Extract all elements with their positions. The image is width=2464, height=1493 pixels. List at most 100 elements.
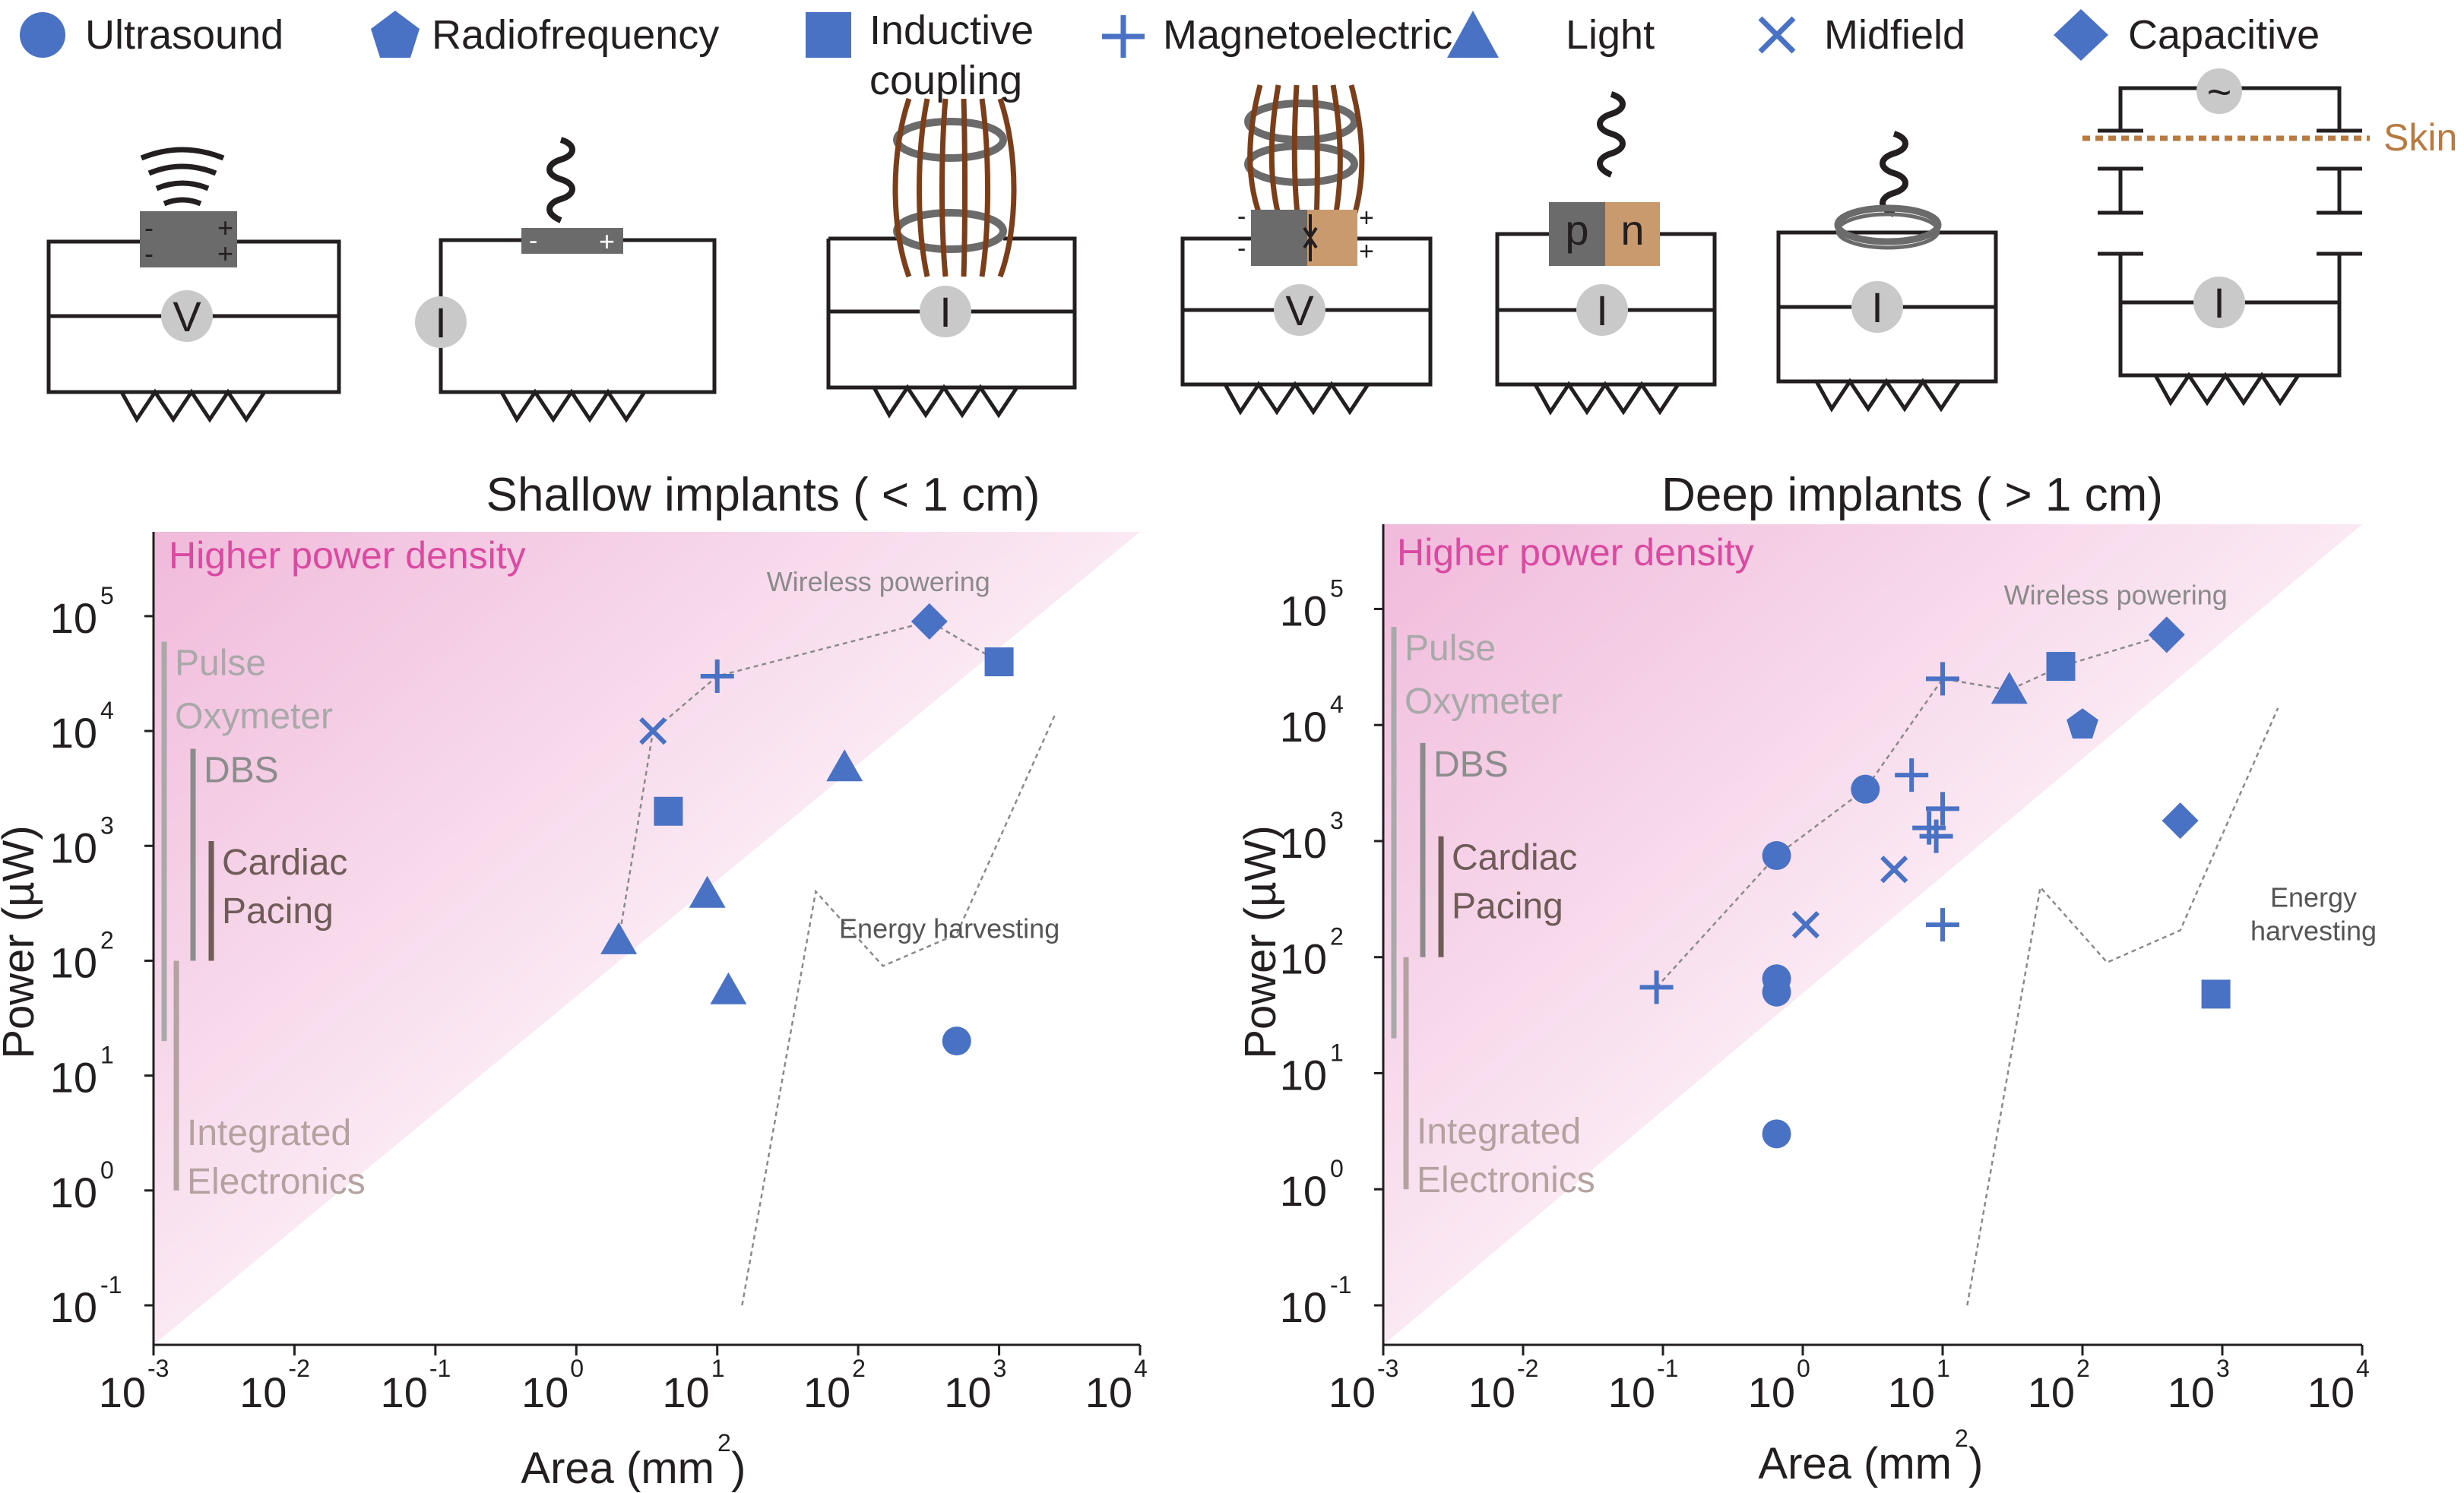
x-axis-label-exponent: 2: [1955, 1425, 1968, 1452]
data-point-magnetoelectric: [700, 659, 734, 693]
energy-harvesting-label: Energy harvesting: [839, 913, 1059, 944]
y-tick-label: 10: [1280, 1167, 1327, 1215]
meter-label: I: [939, 288, 952, 336]
energy-harvesting-label: Energy: [2270, 882, 2357, 913]
circuit-inductive: I: [826, 97, 1077, 419]
resistor-icon: [1533, 381, 1680, 416]
legend-magnetoelectric: Magnetoelectric: [1102, 12, 1452, 58]
coil-icon: [1834, 204, 1942, 245]
meter-label: I: [2213, 279, 2225, 327]
energy-harvesting-boundary: [1966, 707, 2279, 1306]
x-tick-exponent: -1: [1657, 1355, 1678, 1382]
x-tick-label: 10: [99, 1368, 146, 1416]
x-tick-label: 10: [803, 1368, 850, 1416]
data-point-magnetoelectric: [1919, 819, 1953, 853]
y-tick-label: 10: [1280, 819, 1327, 867]
midfield-wave-icon: [1880, 131, 1908, 217]
range-bar-label: Oxymeter: [175, 696, 333, 736]
x-tick-label: 10: [1085, 1368, 1132, 1416]
y-axis-label: Power (µW): [0, 825, 43, 1058]
data-point-inductive: [2046, 652, 2076, 682]
legend-midfield: Midfield: [1758, 12, 1965, 58]
y-axis-label: Power (µW): [1236, 825, 1285, 1058]
x-tick-label: 10: [381, 1368, 428, 1416]
legend-label-line2: coupling: [869, 58, 1022, 103]
data-point-midfield: [1791, 911, 1820, 939]
ac-source-icon: [2196, 68, 2242, 114]
range-bar-label: Oxymeter: [1405, 682, 1563, 722]
energy-harvesting-label: harvesting: [2250, 916, 2377, 947]
meter-label: V: [173, 293, 201, 340]
data-point-ultrasound: [1762, 1119, 1791, 1149]
cross-marker-icon: [1758, 16, 1796, 54]
data-point-light: [600, 922, 638, 954]
wireless-powering-label: Wireless powering: [2004, 579, 2228, 610]
ac-symbol: ~: [2207, 68, 2232, 115]
piezo-element: [140, 211, 237, 267]
data-point-light: [710, 972, 747, 1004]
y-tick-label: 10: [50, 594, 97, 642]
antenna-element: [521, 228, 623, 254]
y-tick-label: 10: [50, 824, 97, 871]
x-tick-label: 10: [1329, 1368, 1376, 1416]
arrow-icon: [1303, 214, 1318, 261]
x-tick-exponent: 1: [1937, 1355, 1950, 1382]
range-bar-label: Integrated: [187, 1113, 351, 1153]
square-marker-icon: [806, 12, 851, 58]
triangle-marker-icon: [1447, 11, 1499, 58]
y-tick-label: 10: [1280, 1283, 1327, 1331]
data-point-ultrasound: [1762, 841, 1791, 871]
x-tick-label: 10: [521, 1368, 568, 1416]
y-tick-exponent: 1: [100, 1042, 114, 1069]
data-point-midfield: [639, 716, 667, 745]
resistor-icon: [1223, 381, 1370, 416]
capacitor-plate: [2098, 128, 2362, 256]
range-bar-label: Pulse: [1405, 628, 1496, 669]
point-layer: [1639, 616, 2231, 1149]
gradient-label: Higher power density: [169, 534, 526, 577]
range-bar-label: Electronics: [1417, 1160, 1595, 1200]
data-point-capacitive: [2162, 802, 2199, 840]
x-tick-label: 10: [1608, 1368, 1655, 1416]
data-point-magnetoelectric: [1926, 908, 1959, 942]
minus-sign: -: [529, 226, 537, 255]
power-density-region: [154, 532, 1140, 1345]
y-tick-exponent: 1: [1330, 1039, 1344, 1066]
chart-title: Deep implants ( > 1 cm): [1661, 469, 2163, 521]
resistor-icon: [2153, 372, 2301, 406]
plus-marker-icon: [1102, 15, 1145, 58]
legend-capacitive: Capacitive: [2054, 9, 2320, 61]
x-tick-exponent: 0: [570, 1355, 584, 1382]
data-point-light: [826, 749, 863, 782]
data-point-ultrasound: [1762, 977, 1791, 1007]
y-tick-label: 10: [50, 709, 97, 757]
range-bar-label: DBS: [204, 751, 279, 791]
x-tick-label: 10: [1748, 1368, 1795, 1416]
x-tick-exponent: -3: [1377, 1355, 1398, 1382]
y-tick-label: 10: [1280, 1051, 1327, 1099]
x-axis-label-close: ): [731, 1444, 746, 1493]
diamond-marker-icon: [2054, 9, 2108, 61]
y-tick-exponent: 3: [1330, 807, 1344, 834]
y-tick-exponent: 2: [100, 926, 114, 954]
range-bar-label: Integrated: [1417, 1112, 1581, 1152]
minus-sign: -: [144, 238, 154, 269]
x-axis-label: Area (mm: [1758, 1439, 1952, 1488]
p-type-region: [1549, 202, 1605, 266]
x-tick-exponent: 3: [993, 1355, 1007, 1382]
circuit-capacitive: ~ Skin I: [2082, 68, 2457, 406]
meter-label: I: [1871, 283, 1883, 331]
x-tick-exponent: -2: [1517, 1355, 1538, 1382]
legend: Ultrasound Radiofrequency Inductive coup…: [20, 8, 2320, 103]
skin-label: Skin: [2383, 116, 2457, 159]
y-tick-label: 10: [1280, 587, 1327, 634]
plus-sign: +: [1359, 237, 1374, 266]
magnetic-field-lines-icon: [892, 97, 1017, 278]
legend-ultrasound: Ultrasound: [20, 12, 283, 58]
circuit-wire: [439, 238, 717, 394]
plus-sign: +: [217, 212, 233, 243]
ammeter-icon: [1576, 284, 1628, 336]
resistor-icon: [119, 388, 267, 423]
coil-icon: [1835, 212, 1940, 250]
circuit-wire: [2118, 86, 2342, 378]
